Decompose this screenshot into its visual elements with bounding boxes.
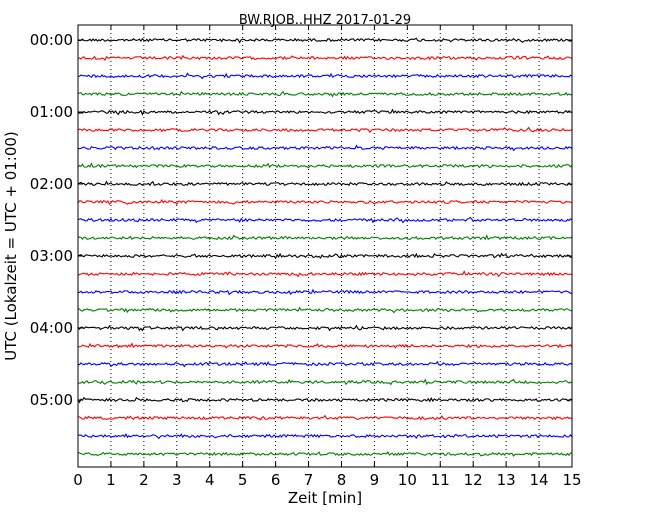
grid-lines [110, 25, 540, 467]
trace-line [77, 180, 573, 187]
trace-line [77, 288, 573, 296]
trace-line [77, 378, 573, 386]
x-tick-label: 10 [398, 471, 417, 489]
y-tick-label: 03:00 [30, 247, 73, 265]
trace-line [77, 54, 573, 62]
x-tick-label: 0 [73, 471, 83, 489]
trace-line [77, 162, 573, 169]
x-tick-label: 1 [106, 471, 116, 489]
y-tick-label: 02:00 [30, 175, 73, 193]
x-tick-label: 12 [464, 471, 483, 489]
trace-line [77, 216, 573, 224]
trace-line [77, 396, 573, 404]
trace-group [77, 37, 573, 458]
x-tick-label: 11 [431, 471, 450, 489]
trace-line [77, 108, 573, 116]
trace-line [77, 306, 573, 314]
trace-line [77, 450, 573, 458]
trace-line [77, 433, 573, 440]
trace-line [77, 270, 573, 278]
y-axis-label: UTC (Lokalzeit = UTC + 01:00) [2, 131, 20, 361]
x-tick-label: 3 [172, 471, 182, 489]
trace-line [77, 37, 573, 44]
trace-line [77, 414, 573, 421]
trace-line [77, 126, 573, 134]
chart-title: BW.RJOB..HHZ 2017-01-29 [239, 13, 411, 28]
trace-line [77, 360, 573, 368]
x-tick-label: 5 [238, 471, 248, 489]
y-tick-label: 00:00 [30, 31, 73, 49]
trace-line [77, 72, 573, 80]
y-tick-label: 05:00 [30, 391, 73, 409]
x-tick-label: 7 [304, 471, 314, 489]
trace-line [77, 144, 573, 152]
x-tick-label: 4 [205, 471, 215, 489]
trace-line [77, 252, 573, 260]
trace-line [77, 324, 573, 332]
trace-line [77, 234, 573, 241]
trace-line [77, 198, 573, 206]
x-tick-label: 8 [337, 471, 347, 489]
axis-ticks: 0 1 2 3 4 5 6 7 8 9 10 11 12 13 14 1500:0001:0002:0003:… [30, 25, 582, 489]
x-axis-label: Zeit [min] [288, 489, 362, 507]
x-tick-label: 13 [497, 471, 516, 489]
y-tick-label: 04:00 [30, 319, 73, 337]
y-tick-label: 01:00 [30, 103, 73, 121]
x-tick-label: 15 [562, 471, 581, 489]
x-tick-label: 6 [271, 471, 281, 489]
x-tick-label: 9 [370, 471, 380, 489]
x-tick-label: 2 [139, 471, 149, 489]
trace-line [77, 342, 573, 349]
trace-line [77, 90, 573, 98]
x-tick-label: 14 [530, 471, 549, 489]
plot-frame [77, 24, 573, 468]
